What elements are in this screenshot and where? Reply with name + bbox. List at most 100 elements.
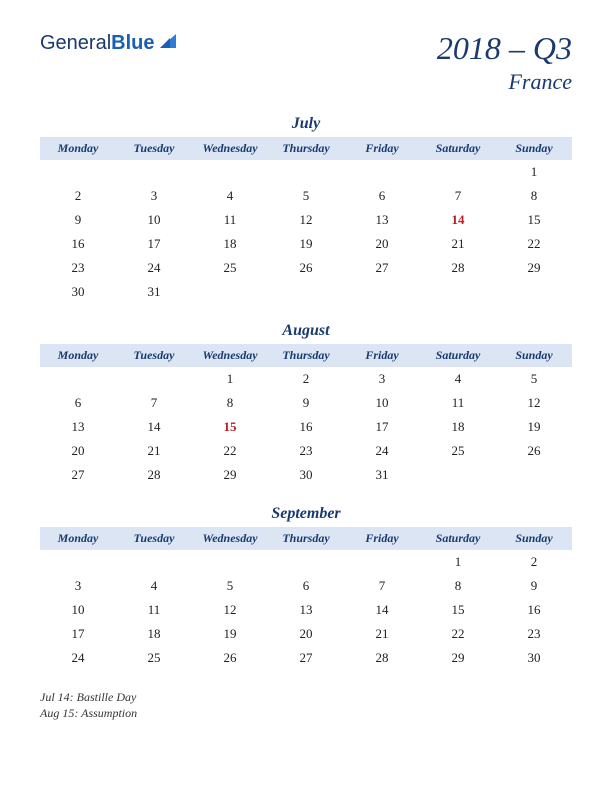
calendar-cell: 25 bbox=[192, 256, 268, 280]
calendar-cell: 1 bbox=[192, 367, 268, 391]
logo-text-1: General bbox=[40, 32, 111, 55]
calendar-cell: 19 bbox=[496, 415, 572, 439]
header: GeneralBlue 2018 – Q3 France bbox=[40, 30, 572, 95]
day-header: Sunday bbox=[496, 527, 572, 550]
calendar-cell: 5 bbox=[496, 367, 572, 391]
calendar-cell: 6 bbox=[268, 574, 344, 598]
day-header: Tuesday bbox=[116, 137, 192, 160]
calendar-cell: 30 bbox=[268, 463, 344, 487]
calendar-cell bbox=[268, 550, 344, 574]
day-header: Saturday bbox=[420, 344, 496, 367]
day-header: Thursday bbox=[268, 344, 344, 367]
calendar-cell: 2 bbox=[40, 184, 116, 208]
logo-text-2: Blue bbox=[111, 32, 154, 55]
calendar-cell bbox=[420, 463, 496, 487]
calendar-cell: 8 bbox=[192, 391, 268, 415]
calendar-cell: 8 bbox=[496, 184, 572, 208]
calendar-table: MondayTuesdayWednesdayThursdayFridaySatu… bbox=[40, 344, 572, 487]
calendar-row: 3456789 bbox=[40, 574, 572, 598]
month-block: August MondayTuesdayWednesdayThursdayFrid… bbox=[40, 322, 572, 487]
calendar-cell: 19 bbox=[192, 622, 268, 646]
calendar-cell: 12 bbox=[268, 208, 344, 232]
holiday-entry: Jul 14: Bastille Day bbox=[40, 690, 572, 705]
month-name: July bbox=[40, 115, 572, 133]
calendar-cell: 23 bbox=[268, 439, 344, 463]
calendar-cell bbox=[344, 280, 420, 304]
calendar-cell: 27 bbox=[344, 256, 420, 280]
calendar-cell: 20 bbox=[344, 232, 420, 256]
day-header: Thursday bbox=[268, 137, 344, 160]
calendar-cell bbox=[268, 280, 344, 304]
calendar-cell: 18 bbox=[420, 415, 496, 439]
calendar-cell: 1 bbox=[496, 160, 572, 184]
calendar-cell: 25 bbox=[116, 646, 192, 670]
calendar-cell: 24 bbox=[344, 439, 420, 463]
day-header: Monday bbox=[40, 137, 116, 160]
calendar-cell: 9 bbox=[268, 391, 344, 415]
calendar-cell: 22 bbox=[420, 622, 496, 646]
calendar-cell: 24 bbox=[40, 646, 116, 670]
calendar-cell: 17 bbox=[40, 622, 116, 646]
calendar-cell: 6 bbox=[40, 391, 116, 415]
day-header: Thursday bbox=[268, 527, 344, 550]
calendar-cell bbox=[344, 550, 420, 574]
calendar-cell: 7 bbox=[344, 574, 420, 598]
calendar-cell: 8 bbox=[420, 574, 496, 598]
calendar-cell: 24 bbox=[116, 256, 192, 280]
calendar-cell: 14 bbox=[116, 415, 192, 439]
calendar-cell: 30 bbox=[496, 646, 572, 670]
calendar-cell: 26 bbox=[268, 256, 344, 280]
calendar-cell: 4 bbox=[116, 574, 192, 598]
logo: GeneralBlue bbox=[40, 30, 178, 56]
calendar-cell: 4 bbox=[192, 184, 268, 208]
calendar-row: 12 bbox=[40, 550, 572, 574]
day-header: Friday bbox=[344, 344, 420, 367]
calendar-row: 13141516171819 bbox=[40, 415, 572, 439]
title-block: 2018 – Q3 France bbox=[437, 30, 572, 95]
logo-icon bbox=[158, 30, 178, 56]
calendar-cell bbox=[192, 280, 268, 304]
day-header: Tuesday bbox=[116, 344, 192, 367]
calendar-cell: 3 bbox=[40, 574, 116, 598]
calendar-cell: 28 bbox=[344, 646, 420, 670]
calendar-cell: 20 bbox=[268, 622, 344, 646]
day-header: Monday bbox=[40, 344, 116, 367]
calendar-cell: 23 bbox=[496, 622, 572, 646]
calendar-cell: 12 bbox=[192, 598, 268, 622]
calendar-cell bbox=[40, 550, 116, 574]
calendar-cell: 10 bbox=[40, 598, 116, 622]
calendar-row: 20212223242526 bbox=[40, 439, 572, 463]
calendar-cell: 21 bbox=[420, 232, 496, 256]
calendar-cell: 4 bbox=[420, 367, 496, 391]
calendar-cell: 28 bbox=[116, 463, 192, 487]
calendar-cell: 13 bbox=[268, 598, 344, 622]
calendars-container: July MondayTuesdayWednesdayThursdayFriday… bbox=[40, 115, 572, 670]
calendar-row: 17181920212223 bbox=[40, 622, 572, 646]
calendar-cell: 27 bbox=[40, 463, 116, 487]
calendar-cell: 3 bbox=[116, 184, 192, 208]
calendar-cell: 30 bbox=[40, 280, 116, 304]
calendar-cell: 19 bbox=[268, 232, 344, 256]
calendar-cell: 11 bbox=[116, 598, 192, 622]
calendar-cell: 11 bbox=[192, 208, 268, 232]
calendar-cell bbox=[420, 280, 496, 304]
day-header: Sunday bbox=[496, 344, 572, 367]
calendar-cell: 9 bbox=[40, 208, 116, 232]
calendar-cell bbox=[40, 160, 116, 184]
calendar-cell: 13 bbox=[40, 415, 116, 439]
calendar-cell bbox=[420, 160, 496, 184]
calendar-cell: 21 bbox=[116, 439, 192, 463]
calendar-cell bbox=[116, 550, 192, 574]
calendar-cell: 16 bbox=[40, 232, 116, 256]
calendar-cell: 22 bbox=[192, 439, 268, 463]
day-header: Saturday bbox=[420, 527, 496, 550]
calendar-cell: 12 bbox=[496, 391, 572, 415]
calendar-row: 9101112131415 bbox=[40, 208, 572, 232]
calendar-cell: 27 bbox=[268, 646, 344, 670]
month-name: August bbox=[40, 322, 572, 340]
calendar-row: 24252627282930 bbox=[40, 646, 572, 670]
calendar-cell: 6 bbox=[344, 184, 420, 208]
calendar-row: 1 bbox=[40, 160, 572, 184]
calendar-cell bbox=[40, 367, 116, 391]
calendar-table: MondayTuesdayWednesdayThursdayFridaySatu… bbox=[40, 137, 572, 304]
